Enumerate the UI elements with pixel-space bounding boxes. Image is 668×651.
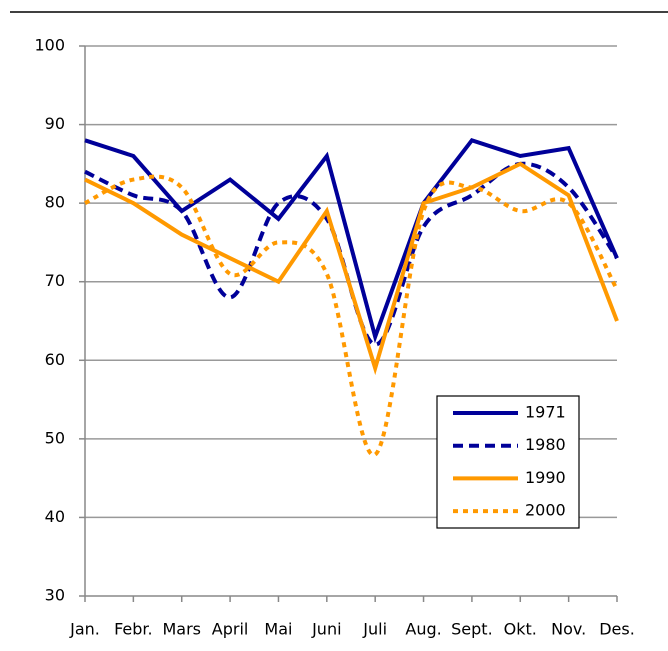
legend-label: 2000 [525, 501, 566, 520]
x-tick-label: Mars [162, 620, 201, 639]
legend-box [436, 395, 580, 529]
x-tick-label: Aug. [405, 620, 441, 639]
x-tick-label: Sept. [451, 620, 493, 639]
x-tick-label: Okt. [504, 620, 537, 639]
legend-label: 1971 [525, 403, 566, 422]
y-tick-label: 30 [45, 586, 65, 605]
series-line [84, 174, 619, 457]
y-tick-label: 80 [45, 193, 65, 212]
y-tick-label: 60 [45, 350, 65, 369]
series-line [84, 137, 619, 344]
x-tick-label: Des. [599, 620, 635, 639]
y-tick-label: 90 [45, 114, 65, 133]
y-tick-label: 50 [45, 428, 65, 447]
x-tick-label: Juni [311, 620, 341, 639]
x-tick-label: Nov. [551, 620, 586, 639]
legend-label: 1980 [525, 435, 566, 454]
y-tick-label: 40 [45, 507, 65, 526]
x-tick-label: Juli [362, 620, 387, 639]
y-tick-label: 70 [45, 271, 65, 290]
x-tick-label: April [212, 620, 249, 639]
legend-label: 1990 [525, 468, 566, 487]
x-tick-label: Febr. [114, 620, 153, 639]
series-line [84, 161, 619, 376]
y-tick-label: 100 [34, 36, 65, 55]
x-tick-label: Mai [264, 620, 292, 639]
x-tick-label: Jan. [69, 620, 100, 639]
